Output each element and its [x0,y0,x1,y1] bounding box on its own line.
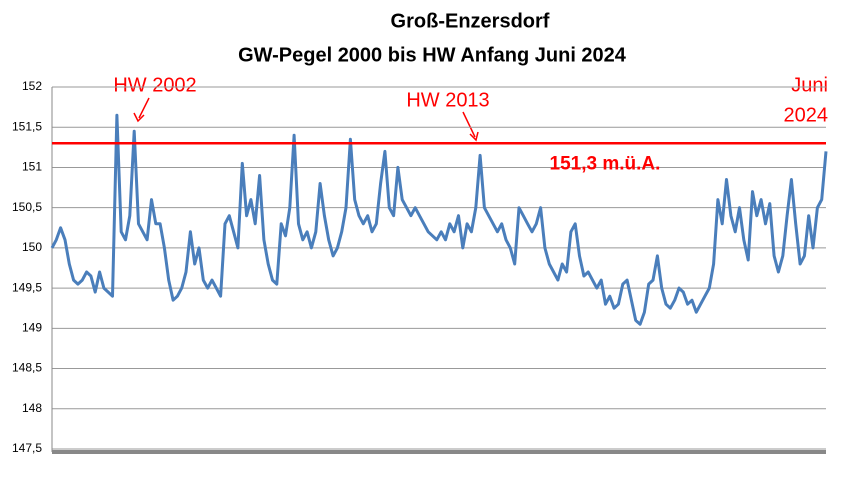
chart-subtitle: GW-Pegel 2000 bis HW Anfang Juni 2024 [238,44,627,66]
y-tick-label: 147,5 [12,441,42,455]
y-tick-label: 151 [22,160,42,174]
y-tick-label: 149,5 [12,280,42,294]
annotation: HW 2013 [406,89,489,111]
arrow-head [133,112,145,123]
y-tick-label: 150,5 [12,200,42,214]
y-tick-label: 150 [22,240,42,254]
y-tick-label: 152 [22,79,42,93]
y-tick-label: 151,5 [12,119,42,133]
annotation: 2024 [784,104,829,126]
y-tick-label: 148,5 [12,361,42,375]
reference-label: 151,3 m.ü.A. [550,153,661,174]
arrow [138,97,150,119]
annotation: HW 2002 [113,74,196,96]
arrows [133,97,479,142]
chart-title: Groß-Enzersdorf [391,10,550,32]
y-tick-label: 149 [22,321,42,335]
annotation: Juni [791,74,828,96]
arrow [462,111,476,138]
data-line [50,113,828,326]
y-tick-label: 148 [22,401,42,415]
arrow-head [469,131,479,142]
